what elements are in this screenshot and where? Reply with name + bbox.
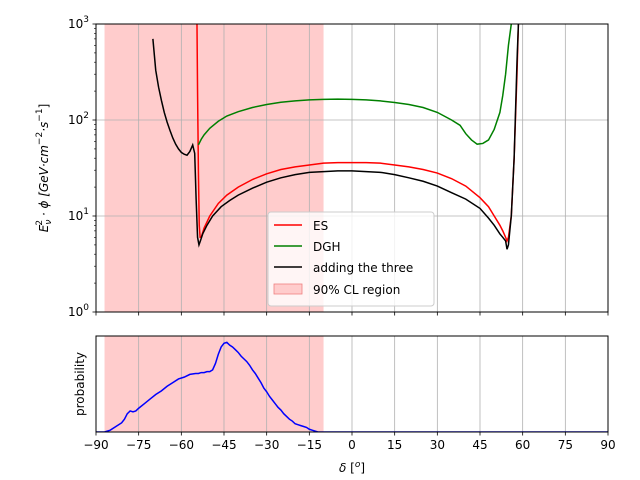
x-tick-label: −15 xyxy=(297,438,322,452)
x-tick-label: −30 xyxy=(254,438,279,452)
legend: ES DGH adding the three 90% CL region xyxy=(267,211,435,307)
x-tick-label: −90 xyxy=(83,438,108,452)
legend-label-es: ES xyxy=(313,219,328,233)
legend-entry-cl: 90% CL region xyxy=(273,283,400,297)
top-panel: 100 101 102 103 Eν2 · ϕ [GeV·cm−2·s−1] ES D… xyxy=(35,15,609,319)
x-tick-label: 75 xyxy=(558,438,573,452)
x-tick-label: 15 xyxy=(387,438,402,452)
bottom-grid xyxy=(95,336,609,432)
legend-label-sum: adding the three xyxy=(313,261,413,275)
series-line-1 xyxy=(197,24,513,146)
x-tick-label: −75 xyxy=(126,438,151,452)
top-y-ticks: 100 101 102 103 xyxy=(68,15,96,319)
legend-label-cl: 90% CL region xyxy=(313,283,400,297)
legend-frame xyxy=(267,211,435,307)
x-tick-label: 45 xyxy=(472,438,487,452)
y-tick-label: 103 xyxy=(68,15,89,31)
cl-region-shade-bottom xyxy=(104,336,324,432)
series-line-0 xyxy=(196,24,520,243)
x-tick-label: −60 xyxy=(169,438,194,452)
x-tick-label: 30 xyxy=(430,438,445,452)
x-tick-label: 0 xyxy=(348,438,356,452)
x-tick-label: 60 xyxy=(515,438,530,452)
bottom-panel: −90 −75 −60 −45 −30 −15 0 15 30 45 60 75 90 probabil… xyxy=(73,312,616,475)
x-ticks: −90 −75 −60 −45 −30 −15 0 15 30 45 60 75 90 xyxy=(83,312,616,452)
x-tick-label: 90 xyxy=(600,438,615,452)
probability-line xyxy=(96,341,608,432)
x-axis-label: δ [o] xyxy=(339,460,365,475)
x-tick-label: −45 xyxy=(211,438,236,452)
y-tick-label: 102 xyxy=(68,111,89,127)
y-tick-label: 100 xyxy=(68,303,89,319)
series-line-2 xyxy=(152,24,520,250)
top-y-axis-label: Eν2 · ϕ [GeV·cm−2·s−1] xyxy=(35,104,54,233)
y-tick-label: 101 xyxy=(68,207,89,223)
legend-entry-sum: adding the three xyxy=(274,261,413,275)
bottom-y-axis-label: probability xyxy=(73,352,87,416)
legend-entry-es: ES xyxy=(274,219,328,233)
legend-entry-dgh: DGH xyxy=(274,240,341,254)
legend-label-dgh: DGH xyxy=(313,240,341,254)
top-series-lines xyxy=(152,24,520,250)
bottom-series-lines xyxy=(96,341,608,432)
legend-swatch-cl xyxy=(273,283,303,295)
